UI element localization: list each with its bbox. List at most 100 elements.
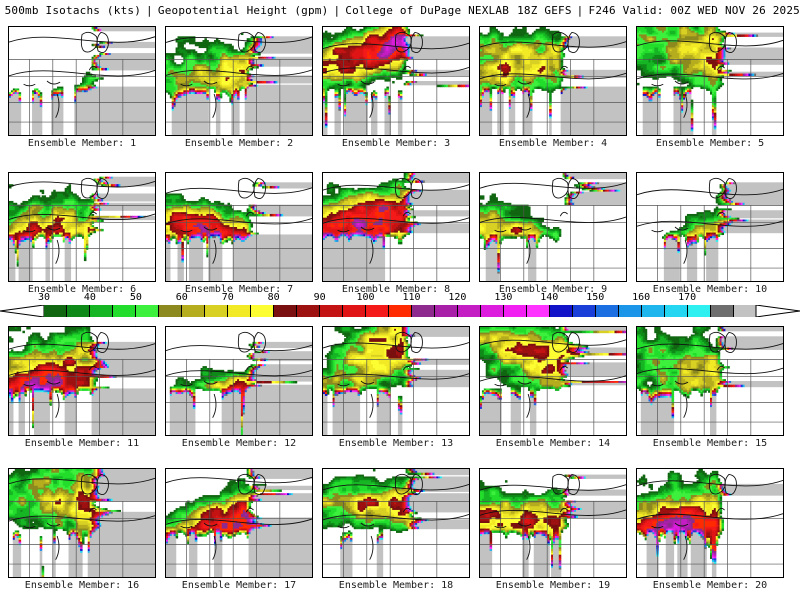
colorbar-tick-150: 150 <box>586 292 605 303</box>
isotach-shading <box>166 182 312 281</box>
header-valid-time: F246 Valid: 00Z WED NOV 26 2025 <box>588 3 800 17</box>
colorbar-swatch-6 <box>182 305 205 317</box>
colorbar-tick-50: 50 <box>129 292 142 303</box>
ensemble-panel-11[interactable] <box>8 326 156 436</box>
ensemble-panel-7[interactable] <box>165 172 313 282</box>
isotach-shading <box>323 173 469 281</box>
colorbar-swatch-21 <box>527 305 550 317</box>
ensemble-panel-8[interactable] <box>322 172 470 282</box>
colorbar-tick-130: 130 <box>494 292 513 303</box>
colorbar: 30 40 50 60 70 80 90 100 110 120 130 140 150 160 170 <box>0 292 800 318</box>
panel-label-17: Ensemble Member: 17 <box>181 580 297 591</box>
map-outlines <box>323 31 469 135</box>
header-model-run: 18Z GEFS <box>517 3 572 17</box>
colorbar-tick-120: 120 <box>448 292 467 303</box>
map-outlines <box>480 473 626 577</box>
panel-label-13: Ensemble Member: 13 <box>338 438 454 449</box>
map-outlines <box>480 331 626 435</box>
colorbar-swatch-13 <box>343 305 366 317</box>
ensemble-panel-18[interactable] <box>322 468 470 578</box>
header-separator-1: | <box>146 3 153 17</box>
ensemble-panel-12[interactable] <box>165 326 313 436</box>
isotach-map-19 <box>480 469 626 577</box>
colorbar-swatch-8 <box>228 305 251 317</box>
map-outlines <box>480 31 626 135</box>
ensemble-panel-1[interactable] <box>8 26 156 136</box>
isotach-shading <box>169 341 312 435</box>
map-outlines <box>323 473 469 577</box>
map-outlines <box>9 177 155 281</box>
map-outlines <box>637 473 783 577</box>
colorbar-tick-110: 110 <box>402 292 421 303</box>
isotach-map-8 <box>323 173 469 281</box>
panel-label-10: Ensemble Member: 10 <box>652 284 768 295</box>
map-outlines <box>166 31 312 135</box>
header-separator-2: | <box>333 3 341 17</box>
isotach-map-6 <box>9 173 155 281</box>
ensemble-panel-14[interactable] <box>479 326 627 436</box>
ensemble-panel-5[interactable] <box>636 26 784 136</box>
colorbar-tick-90: 90 <box>313 292 326 303</box>
colorbar-swatch-22 <box>550 305 573 317</box>
isotach-map-12 <box>166 327 312 435</box>
header-source: College of DuPage NEXLAB <box>345 3 510 17</box>
isotach-map-16 <box>9 469 155 577</box>
panel-label-5: Ensemble Member: 5 <box>655 138 765 149</box>
colorbar-swatch-20 <box>504 305 527 317</box>
ensemble-panel-20[interactable] <box>636 468 784 578</box>
panel-label-20: Ensemble Member: 20 <box>652 580 768 591</box>
map-outlines <box>166 331 312 435</box>
colorbar-swatch-0 <box>44 305 67 317</box>
map-outlines <box>9 473 155 577</box>
panel-label-9: Ensemble Member: 9 <box>498 284 608 295</box>
ensemble-panel-17[interactable] <box>165 468 313 578</box>
isotach-map-17 <box>166 469 312 577</box>
panel-label-7: Ensemble Member: 7 <box>184 284 294 295</box>
colorbar-swatch-11 <box>297 305 320 317</box>
colorbar-under-arrow <box>0 305 46 317</box>
ensemble-panel-9[interactable] <box>479 172 627 282</box>
colorbar-swatches <box>44 305 756 317</box>
colorbar-swatch-10 <box>274 305 297 317</box>
isotach-map-9 <box>480 173 626 281</box>
ensemble-panel-16[interactable] <box>8 468 156 578</box>
ensemble-panel-4[interactable] <box>479 26 627 136</box>
isotach-map-14 <box>480 327 626 435</box>
ensemble-panel-2[interactable] <box>165 26 313 136</box>
colorbar-tick-60: 60 <box>175 292 188 303</box>
colorbar-swatch-2 <box>90 305 113 317</box>
map-outlines <box>9 331 155 435</box>
ensemble-panel-3[interactable] <box>322 26 470 136</box>
isotach-map-2 <box>166 27 312 135</box>
colorbar-tick-70: 70 <box>221 292 234 303</box>
colorbar-tick-170: 170 <box>678 292 697 303</box>
colorbar-swatch-30 <box>734 305 756 317</box>
panel-label-1: Ensemble Member: 1 <box>27 138 137 149</box>
ensemble-panel-13[interactable] <box>322 326 470 436</box>
map-outlines <box>323 177 469 281</box>
panel-label-6: Ensemble Member: 6 <box>27 284 137 295</box>
colorbar-swatch-27 <box>665 305 688 317</box>
isotach-map-7 <box>166 173 312 281</box>
header-field-isotachs: 500mb Isotachs (kts) <box>4 3 142 17</box>
colorbar-swatch-25 <box>619 305 642 317</box>
isotach-map-13 <box>323 327 469 435</box>
header-bar: 500mb Isotachs (kts) | Geopotential Heig… <box>0 0 800 20</box>
isotach-map-3 <box>323 27 469 135</box>
colorbar-swatch-26 <box>642 305 665 317</box>
ensemble-panel-10[interactable] <box>636 172 784 282</box>
map-outlines <box>637 31 783 135</box>
isotach-map-5 <box>637 27 783 135</box>
ensemble-panel-19[interactable] <box>479 468 627 578</box>
colorbar-swatch-4 <box>136 305 159 317</box>
ensemble-panel-6[interactable] <box>8 172 156 282</box>
map-outlines <box>166 177 312 281</box>
colorbar-swatch-12 <box>320 305 343 317</box>
panel-label-4: Ensemble Member: 4 <box>498 138 608 149</box>
header-separator-3: | <box>576 3 584 17</box>
ensemble-panel-15[interactable] <box>636 326 784 436</box>
colorbar-swatch-17 <box>435 305 458 317</box>
panel-label-15: Ensemble Member: 15 <box>652 438 768 449</box>
colorbar-swatch-9 <box>251 305 274 317</box>
colorbar-swatch-16 <box>412 305 435 317</box>
